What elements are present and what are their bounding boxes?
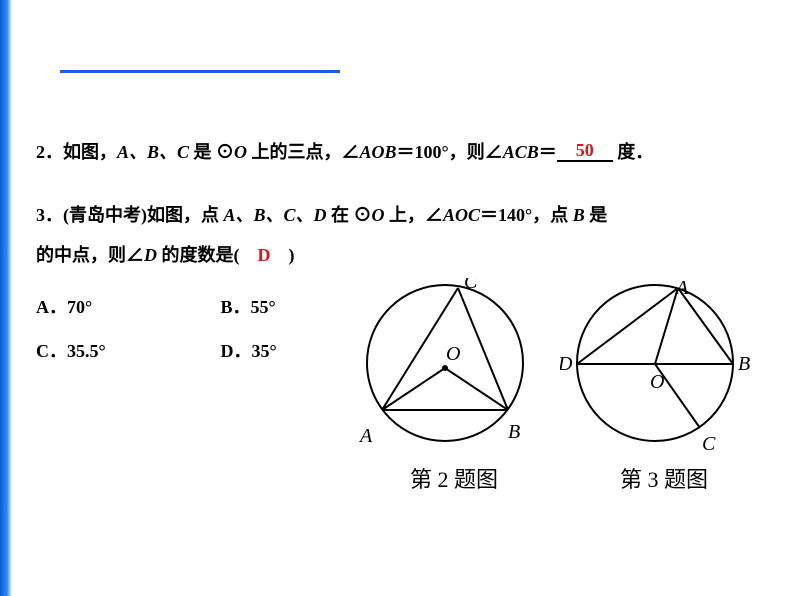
q2-mid3: ＝100°，则∠ — [397, 142, 503, 162]
q2-mid4: ＝ — [539, 142, 557, 162]
q3-d: D — [144, 245, 157, 265]
q2-aob: AOB — [360, 142, 397, 162]
q2-answer: 50 — [576, 140, 594, 160]
q3-prefix: 3．(青岛中考)如图，点 — [36, 205, 224, 225]
svg-text:C: C — [702, 433, 716, 455]
title-underline — [60, 70, 340, 73]
svg-text:O: O — [446, 343, 460, 365]
q3-l2c: ) — [271, 245, 295, 265]
q3-l2a: 的中点，则∠ — [36, 245, 144, 265]
q2-suffix: 度． — [613, 142, 654, 162]
q2-abc: A、B、C — [117, 142, 189, 162]
option-c: C．35.5° — [36, 329, 216, 373]
q3-b: B — [573, 205, 585, 225]
q3-mid1: 在 ⊙ — [327, 205, 372, 225]
svg-text:O: O — [650, 371, 664, 393]
q3-l2b: 的度数是( — [157, 245, 258, 265]
q2-text: 2．如图， — [36, 142, 117, 162]
q3-mid2: 上，∠ — [385, 205, 444, 225]
q2-answer-blank: 50 — [557, 140, 613, 162]
figure-3-caption: 第 3 题图 — [584, 462, 744, 494]
option-a: A．70° — [36, 285, 216, 329]
option-b: B．55° — [221, 297, 276, 317]
q2-acb: ACB — [503, 142, 539, 162]
q3-line1: 3．(青岛中考)如图，点 A、B、C、D 在 ⊙O 上，∠AOC＝140°，点 … — [36, 195, 766, 235]
q3-line2: 的中点，则∠D 的度数是( D ) — [36, 235, 766, 275]
q3-mid3: ＝140°，点 — [480, 205, 573, 225]
svg-text:A: A — [358, 425, 373, 447]
q3-abcd: A、B、C、D — [224, 205, 327, 225]
q3-mid4: 是 — [585, 205, 608, 225]
figure-3-svg: A D B O C — [560, 278, 760, 458]
svg-text:B: B — [508, 421, 520, 443]
svg-text:D: D — [560, 353, 573, 375]
q2-mid2: 上的三点，∠ — [247, 142, 360, 162]
question-2: 2．如图，A、B、C 是 ⊙O 上的三点，∠AOB＝100°，则∠ACB＝50 … — [36, 135, 766, 169]
q3-answer: D — [258, 245, 271, 265]
figure-2-caption: 第 2 题图 — [374, 462, 534, 494]
svg-text:B: B — [738, 353, 750, 375]
question-3: 3．(青岛中考)如图，点 A、B、C、D 在 ⊙O 上，∠AOC＝140°，点 … — [36, 195, 766, 275]
figure-2-svg: C O A B — [350, 278, 550, 458]
q2-o: O — [234, 142, 247, 162]
q3-o: O — [372, 205, 385, 225]
svg-text:A: A — [674, 278, 689, 299]
option-d: D．35° — [221, 341, 277, 361]
figures-block: C O A B 第 2 题图 A D B O C 第 3 题图 — [350, 278, 770, 508]
left-accent-stripe — [0, 0, 12, 596]
q3-aoc: AOC — [443, 205, 480, 225]
q2-mid1: 是 ⊙ — [189, 142, 234, 162]
svg-text:C: C — [464, 278, 478, 293]
